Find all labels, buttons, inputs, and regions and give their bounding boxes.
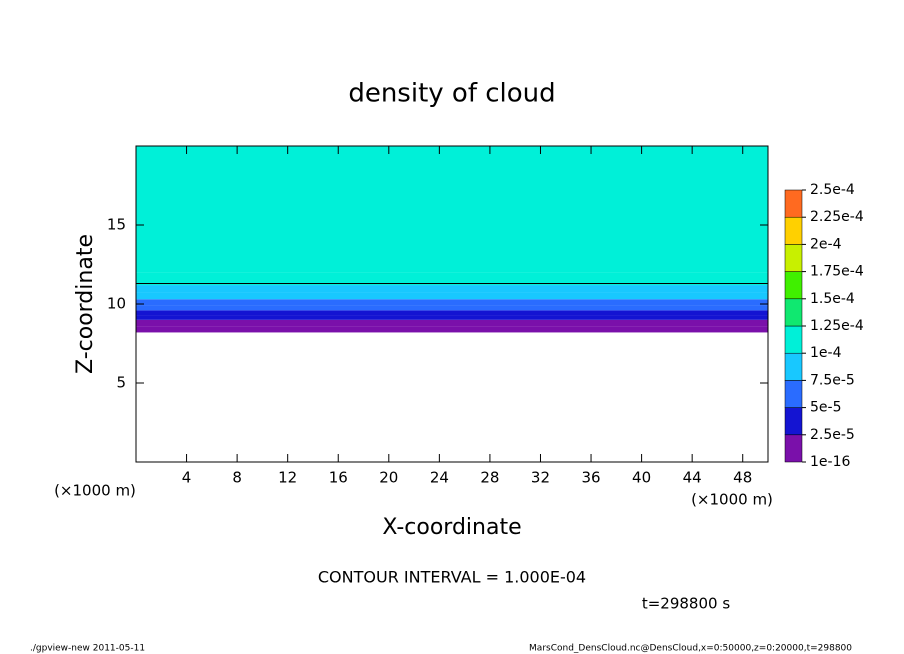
colorbar-swatch	[784, 434, 803, 463]
contour-band	[136, 272, 768, 286]
contour-band	[136, 326, 768, 333]
x-tick-label: 8	[232, 469, 242, 487]
x-tick-label: 16	[329, 469, 348, 487]
x-tick-label: 32	[531, 469, 550, 487]
footer: MarsCond_DensCloud.nc@DensCloud,x=0:5000…	[529, 644, 852, 654]
x-tick-label: 44	[683, 469, 702, 487]
colorbar-swatch	[784, 380, 803, 408]
colorbar-label: 1.5e-4	[810, 291, 855, 307]
y-tick-label: 5	[116, 374, 126, 392]
colorbar-swatch	[784, 189, 803, 218]
colorbar-swatch	[784, 298, 803, 327]
contour-band	[136, 285, 768, 293]
colorbar-swatch	[784, 244, 803, 272]
colorbar-label: 1e-16	[810, 454, 850, 470]
contour-band	[136, 310, 768, 316]
colorbar-label: 2.5e-5	[810, 427, 855, 443]
colorbar-swatch	[784, 325, 803, 354]
y-axis-label: Z-coordinate	[73, 234, 98, 374]
x-unit: (×1000 m)	[691, 491, 773, 509]
x-tick-label: 28	[480, 469, 499, 487]
x-tick-label: 20	[379, 469, 398, 487]
colorbar-label: 2.5e-4	[810, 182, 855, 198]
contour-band	[136, 146, 768, 273]
colorbar-swatch	[784, 407, 803, 436]
contour-band	[136, 319, 768, 327]
x-unit: (×1000 m)	[54, 482, 136, 500]
contour-band	[136, 305, 768, 311]
y-tick-label: 10	[107, 295, 126, 313]
colorbar-label: 1.25e-4	[810, 318, 864, 334]
colorbar-swatch	[784, 271, 803, 300]
contour-band	[136, 299, 768, 306]
footer: ./gpview-new 2011-05-11	[30, 644, 145, 654]
colorbar-label: 2e-4	[810, 236, 842, 252]
annotation: CONTOUR INTERVAL = 1.000E-04	[318, 568, 586, 587]
colorbar-swatch	[784, 216, 803, 245]
x-tick-label: 4	[182, 469, 192, 487]
y-tick-label: 15	[107, 216, 126, 234]
x-tick-label: 36	[581, 469, 600, 487]
colorbar-label: 1.75e-4	[810, 264, 864, 280]
colorbar-label: 5e-5	[810, 400, 841, 416]
annotation: t=298800 s	[642, 595, 730, 613]
x-tick-label: 40	[632, 469, 651, 487]
colorbar-label: 7.5e-5	[810, 372, 855, 388]
x-tick-label: 48	[733, 469, 752, 487]
contour-band	[136, 315, 768, 320]
x-axis-label: X-coordinate	[382, 515, 521, 540]
x-tick-label: 24	[430, 469, 449, 487]
colorbar-label: 2.25e-4	[810, 209, 864, 225]
chart-title: density of cloud	[348, 79, 555, 109]
contour-band	[136, 292, 768, 300]
colorbar-label: 1e-4	[810, 345, 842, 361]
colorbar-swatch	[784, 352, 803, 381]
x-tick-label: 12	[278, 469, 297, 487]
